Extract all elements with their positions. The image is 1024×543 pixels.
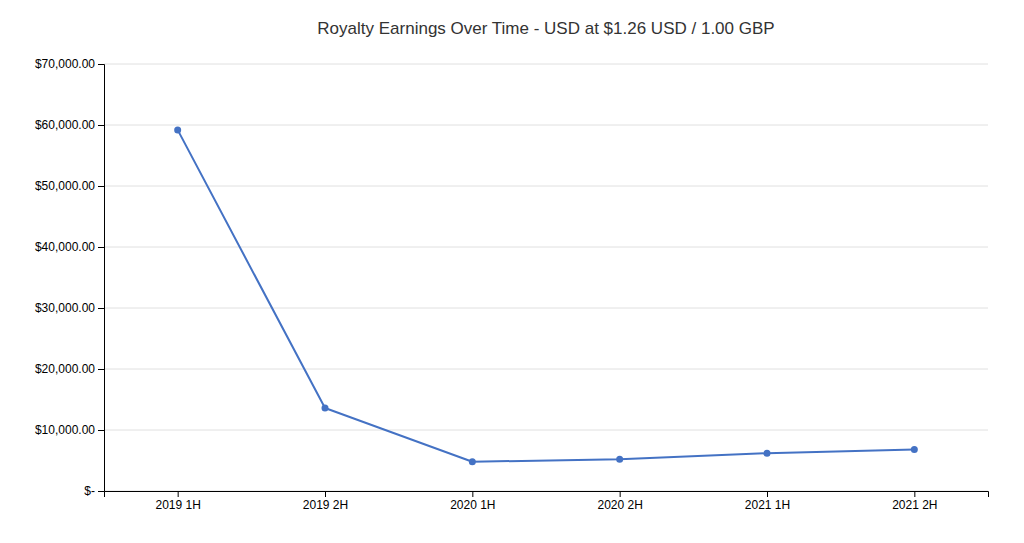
y-tick-mark (98, 491, 104, 492)
x-tick: 2020 1H (450, 491, 495, 512)
grid-line (104, 247, 988, 248)
point (616, 456, 623, 463)
grid-line (104, 430, 988, 431)
y-tick-mark (98, 369, 104, 370)
y-axis-line (98, 65, 105, 492)
x-tick-mark (472, 491, 473, 497)
x-tick-label: 2019 1H (155, 498, 200, 512)
y-tick-mark (98, 430, 104, 431)
x-tick-mark (178, 491, 179, 497)
x-tick: 2019 2H (303, 491, 348, 512)
point (322, 405, 329, 412)
x-tick-mark (325, 491, 326, 497)
y-tick-mark (98, 247, 104, 248)
y-tick-label: $40,000.00 (35, 240, 95, 254)
y-tick-label: $60,000.00 (35, 118, 95, 132)
point (469, 458, 476, 465)
y-tick: $70,000.00 (35, 57, 104, 71)
x-tick-label: 2021 2H (892, 498, 937, 512)
y-tick-label: $10,000.00 (35, 423, 95, 437)
grid-line (104, 186, 988, 187)
x-tick-label: 2021 1H (745, 498, 790, 512)
y-axis: $- $10,000.00 $20,000.00 $30,000.00 $40,000.… (35, 57, 105, 498)
grid-line (104, 125, 988, 126)
x-axis-line (105, 492, 989, 498)
grid-line (104, 308, 988, 309)
y-tick: $- (84, 484, 104, 498)
x-tick-mark (620, 491, 621, 497)
grid-line (104, 64, 988, 65)
x-tick: 2019 1H (155, 491, 200, 512)
point (764, 450, 771, 457)
y-tick-mark (98, 186, 104, 187)
y-tick: $50,000.00 (35, 179, 104, 193)
marks (174, 126, 918, 465)
x-tick-label: 2020 1H (450, 498, 495, 512)
title: Royalty Earnings Over Time - USD at $1.2… (317, 19, 774, 38)
y-tick-mark (98, 64, 104, 65)
x-tick: 2020 2H (597, 491, 642, 512)
y-tick: $30,000.00 (35, 301, 104, 315)
plot-area: $- $10,000.00 $20,000.00 $30,000.00 $40,000.… (35, 57, 989, 511)
line (178, 130, 915, 462)
point (911, 446, 918, 453)
x-tick-label: 2020 2H (597, 498, 642, 512)
x-tick-label: 2019 2H (303, 498, 348, 512)
y-tick: $60,000.00 (35, 118, 104, 132)
x-tick: 2021 1H (745, 491, 790, 512)
y-tick: $20,000.00 (35, 362, 104, 376)
y-tick: $40,000.00 (35, 240, 104, 254)
y-tick-mark (98, 125, 104, 126)
x-tick-mark (914, 491, 915, 497)
point (174, 126, 181, 133)
y-tick-label: $20,000.00 (35, 362, 95, 376)
y-tick-mark (98, 308, 104, 309)
y-tick: $10,000.00 (35, 423, 104, 437)
y-tick-label: $30,000.00 (35, 301, 95, 315)
chart-svg: $- $10,000.00 $20,000.00 $30,000.00 $40,000.… (0, 0, 1024, 543)
y-tick-label: $70,000.00 (35, 57, 95, 71)
grid (104, 64, 988, 491)
x-tick: 2021 2H (892, 491, 937, 512)
grid-line (104, 369, 988, 370)
x-tick-mark (767, 491, 768, 497)
y-tick-label: $- (84, 484, 95, 498)
y-tick-label: $50,000.00 (35, 179, 95, 193)
x-axis: 2019 1H 2019 2H 2020 1H 2020 2H 2021 1H 2021 … (105, 491, 989, 512)
